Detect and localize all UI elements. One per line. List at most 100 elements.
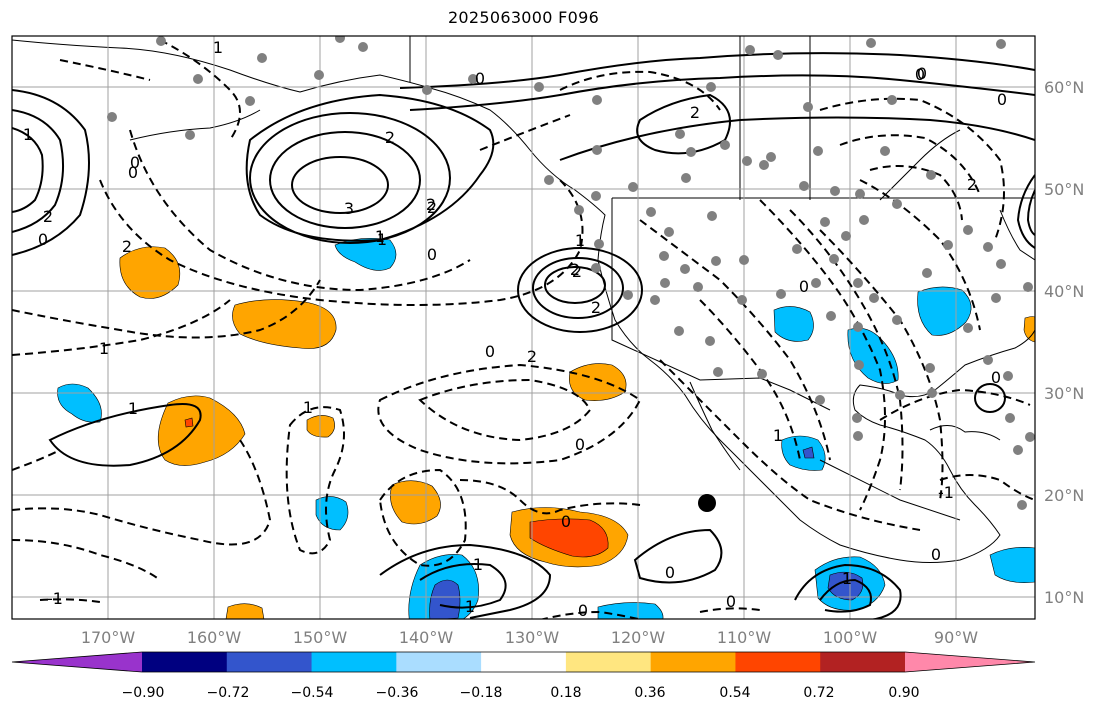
lon-label: 120°W (611, 628, 666, 647)
lon-label: 140°W (399, 628, 454, 647)
lon-label: 150°W (293, 628, 348, 647)
colorbar-swatch (735, 652, 821, 672)
lon-label: 160°W (187, 628, 242, 647)
colorbar-tick-label: 0.54 (719, 685, 750, 701)
map-area: 102320102211002221010011000001012200-10-… (12, 36, 1035, 620)
contour-value-label: 1 (465, 597, 475, 616)
colorbar-tick-label: 0.90 (888, 685, 919, 701)
colorbar-swatch (905, 652, 1035, 672)
lon-label: 110°W (717, 628, 772, 647)
contour-value-label: 0 (130, 153, 140, 172)
contour-value-label: 0 (917, 64, 927, 83)
colorbar-tick-label: 0.36 (634, 685, 665, 701)
contour-value-label: 2 (570, 260, 580, 279)
negative-anomaly-region (802, 446, 815, 459)
positive-anomaly-region (306, 415, 335, 438)
contour-labels: 102320102211002221010011000001012200-10-… (23, 38, 1007, 620)
positive-anomaly-region (390, 480, 441, 525)
negative-anomaly-region (781, 435, 826, 471)
lat-label: 30°N (1044, 384, 1084, 403)
contour-value-label: 2 (385, 128, 395, 147)
negative-anomaly-region (429, 579, 461, 619)
contour-value-label: 0 (931, 545, 941, 564)
contour-value-label: 0 (485, 342, 495, 361)
latitude-labels: 60°N 50°N 40°N 30°N 20°N 10°N (1044, 78, 1084, 607)
negative-anomaly-region (773, 306, 814, 342)
lat-label: 40°N (1044, 282, 1084, 301)
colorbar-swatch (820, 652, 906, 672)
negative-anomaly-region (315, 496, 349, 531)
black-marker (698, 494, 716, 512)
contour-value-label: 0 (38, 230, 48, 249)
longitude-labels: 170°W 160°W 150°W 140°W 130°W 120°W 110°… (81, 628, 978, 647)
negative-anomaly-region (917, 286, 972, 336)
lon-label: 170°W (81, 628, 136, 647)
contour-value-label: 1 (375, 227, 385, 246)
contour-value-label: -1 (47, 589, 63, 608)
contour-value-label: 0 (665, 563, 675, 582)
contour-value-label: 0 (427, 245, 437, 264)
lon-label: 130°W (505, 628, 560, 647)
negative-anomaly-region (57, 383, 102, 423)
colorbar-swatch (142, 652, 228, 672)
colorbar-tick-label: 0.72 (803, 685, 834, 701)
negative-anomaly-region (334, 238, 397, 271)
contour-value-label: 3 (344, 199, 354, 218)
lat-label: 60°N (1044, 78, 1084, 97)
positive-anomaly-region (529, 518, 609, 558)
contour-value-label: 1 (377, 230, 387, 249)
contour-value-label: 0 (475, 69, 485, 88)
lon-label: 90°W (934, 628, 978, 647)
lat-label: 10°N (1044, 588, 1084, 607)
contour-value-label: 1 (128, 399, 138, 418)
positive-anomaly-region (225, 603, 265, 619)
map-frame (11, 35, 1036, 620)
colorbar-swatch (565, 652, 652, 672)
contour-value-label: 2 (122, 237, 132, 256)
colorbar-tick-label: 0.18 (550, 685, 581, 701)
contour-value-label: 0 (991, 368, 1001, 387)
colorbar-swatch (396, 652, 482, 672)
contour-value-label: -1 (938, 483, 954, 502)
map-title: 2025063000 F096 (447, 8, 600, 27)
positive-anomaly-region (1023, 316, 1035, 343)
negative-anomaly-region (597, 602, 664, 619)
contour-value-label: 2 (43, 207, 53, 226)
coastlines (12, 36, 1035, 563)
colorbar-swatch (12, 652, 142, 672)
contour-value-label: 0 (128, 163, 138, 182)
contour-value-label: 1 (303, 398, 313, 417)
colorbar-swatch (311, 652, 397, 672)
colorbar-tick-label: −0.72 (207, 685, 250, 701)
contour-value-label: 1 (575, 231, 585, 250)
negative-anomaly-region (989, 547, 1035, 583)
colorbar-tick-label: −0.90 (122, 685, 165, 701)
colorbar-tick-label: −0.36 (376, 685, 419, 701)
contour-value-label: 0 (575, 435, 585, 454)
colorbar-tick-label: −0.18 (460, 685, 503, 701)
colorbar (11, 651, 1036, 673)
contour-value-label: 2 (572, 262, 582, 281)
graticule (12, 36, 1035, 619)
contour-value-label: 2 (527, 347, 537, 366)
colorbar-swatch (481, 652, 567, 672)
colorbar-swatch (650, 652, 736, 672)
colorbar-swatch (226, 652, 313, 672)
negative-contours (12, 39, 1035, 619)
positive-anomaly-region (232, 299, 337, 349)
station-markers (107, 36, 1035, 510)
lat-label: 20°N (1044, 486, 1084, 505)
colorbar-tick-labels: −0.90 −0.72 −0.54 −0.36 −0.18 0.18 0.36 … (122, 685, 920, 701)
contour-value-label: 0 (915, 65, 925, 84)
colorbar-outline (11, 651, 1036, 673)
contour-value-label: 2 (426, 195, 436, 214)
contour-value-label: 1 (473, 555, 483, 574)
contour-value-label: 0 (578, 601, 588, 620)
contour-value-label: 0 (997, 90, 1007, 109)
positive-anomaly-region (184, 417, 194, 428)
contour-value-label: 0 (726, 592, 736, 611)
contour-value-label: 0 (799, 277, 809, 296)
contour-value-label: 2 (427, 198, 437, 217)
positive-anomaly-region (157, 395, 246, 466)
